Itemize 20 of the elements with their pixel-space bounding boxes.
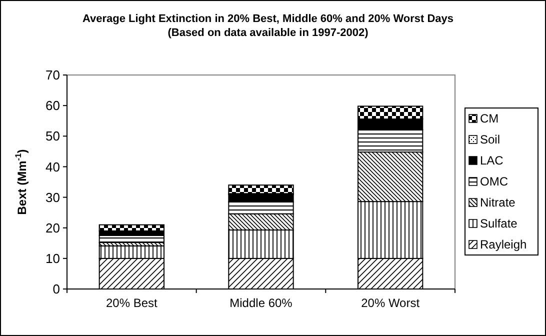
y-tick-label: 0 (52, 282, 60, 297)
x-tick-label: 20% Best (106, 296, 158, 310)
chart-subtitle: (Based on data available in 1997-2002) (168, 27, 369, 39)
y-tick-label: 60 (46, 98, 60, 114)
y-tick-label: 50 (46, 128, 60, 144)
x-tick-label: Middle 60% (230, 296, 293, 310)
x-tick-label: 20% Worst (361, 296, 420, 310)
y-tick-label: 20 (46, 220, 60, 236)
legend-label: CM (480, 112, 499, 126)
y-tick-label: 70 (46, 68, 60, 83)
y-tick-label: 40 (46, 159, 60, 174)
legend-label: LAC (480, 154, 504, 168)
legend-label: Rayleigh (480, 238, 527, 252)
y-tick-label: 30 (46, 190, 60, 205)
legend-label: OMC (480, 174, 508, 189)
legend-label: Soil (480, 132, 500, 147)
y-tick-label: 10 (46, 250, 60, 266)
chart-title: Average Light Extinction in 20% Best, Middle 60% and 20% Worst Days (82, 13, 454, 25)
legend-label: Sulfate (480, 216, 518, 231)
legend-label: Nitrate (480, 196, 516, 210)
